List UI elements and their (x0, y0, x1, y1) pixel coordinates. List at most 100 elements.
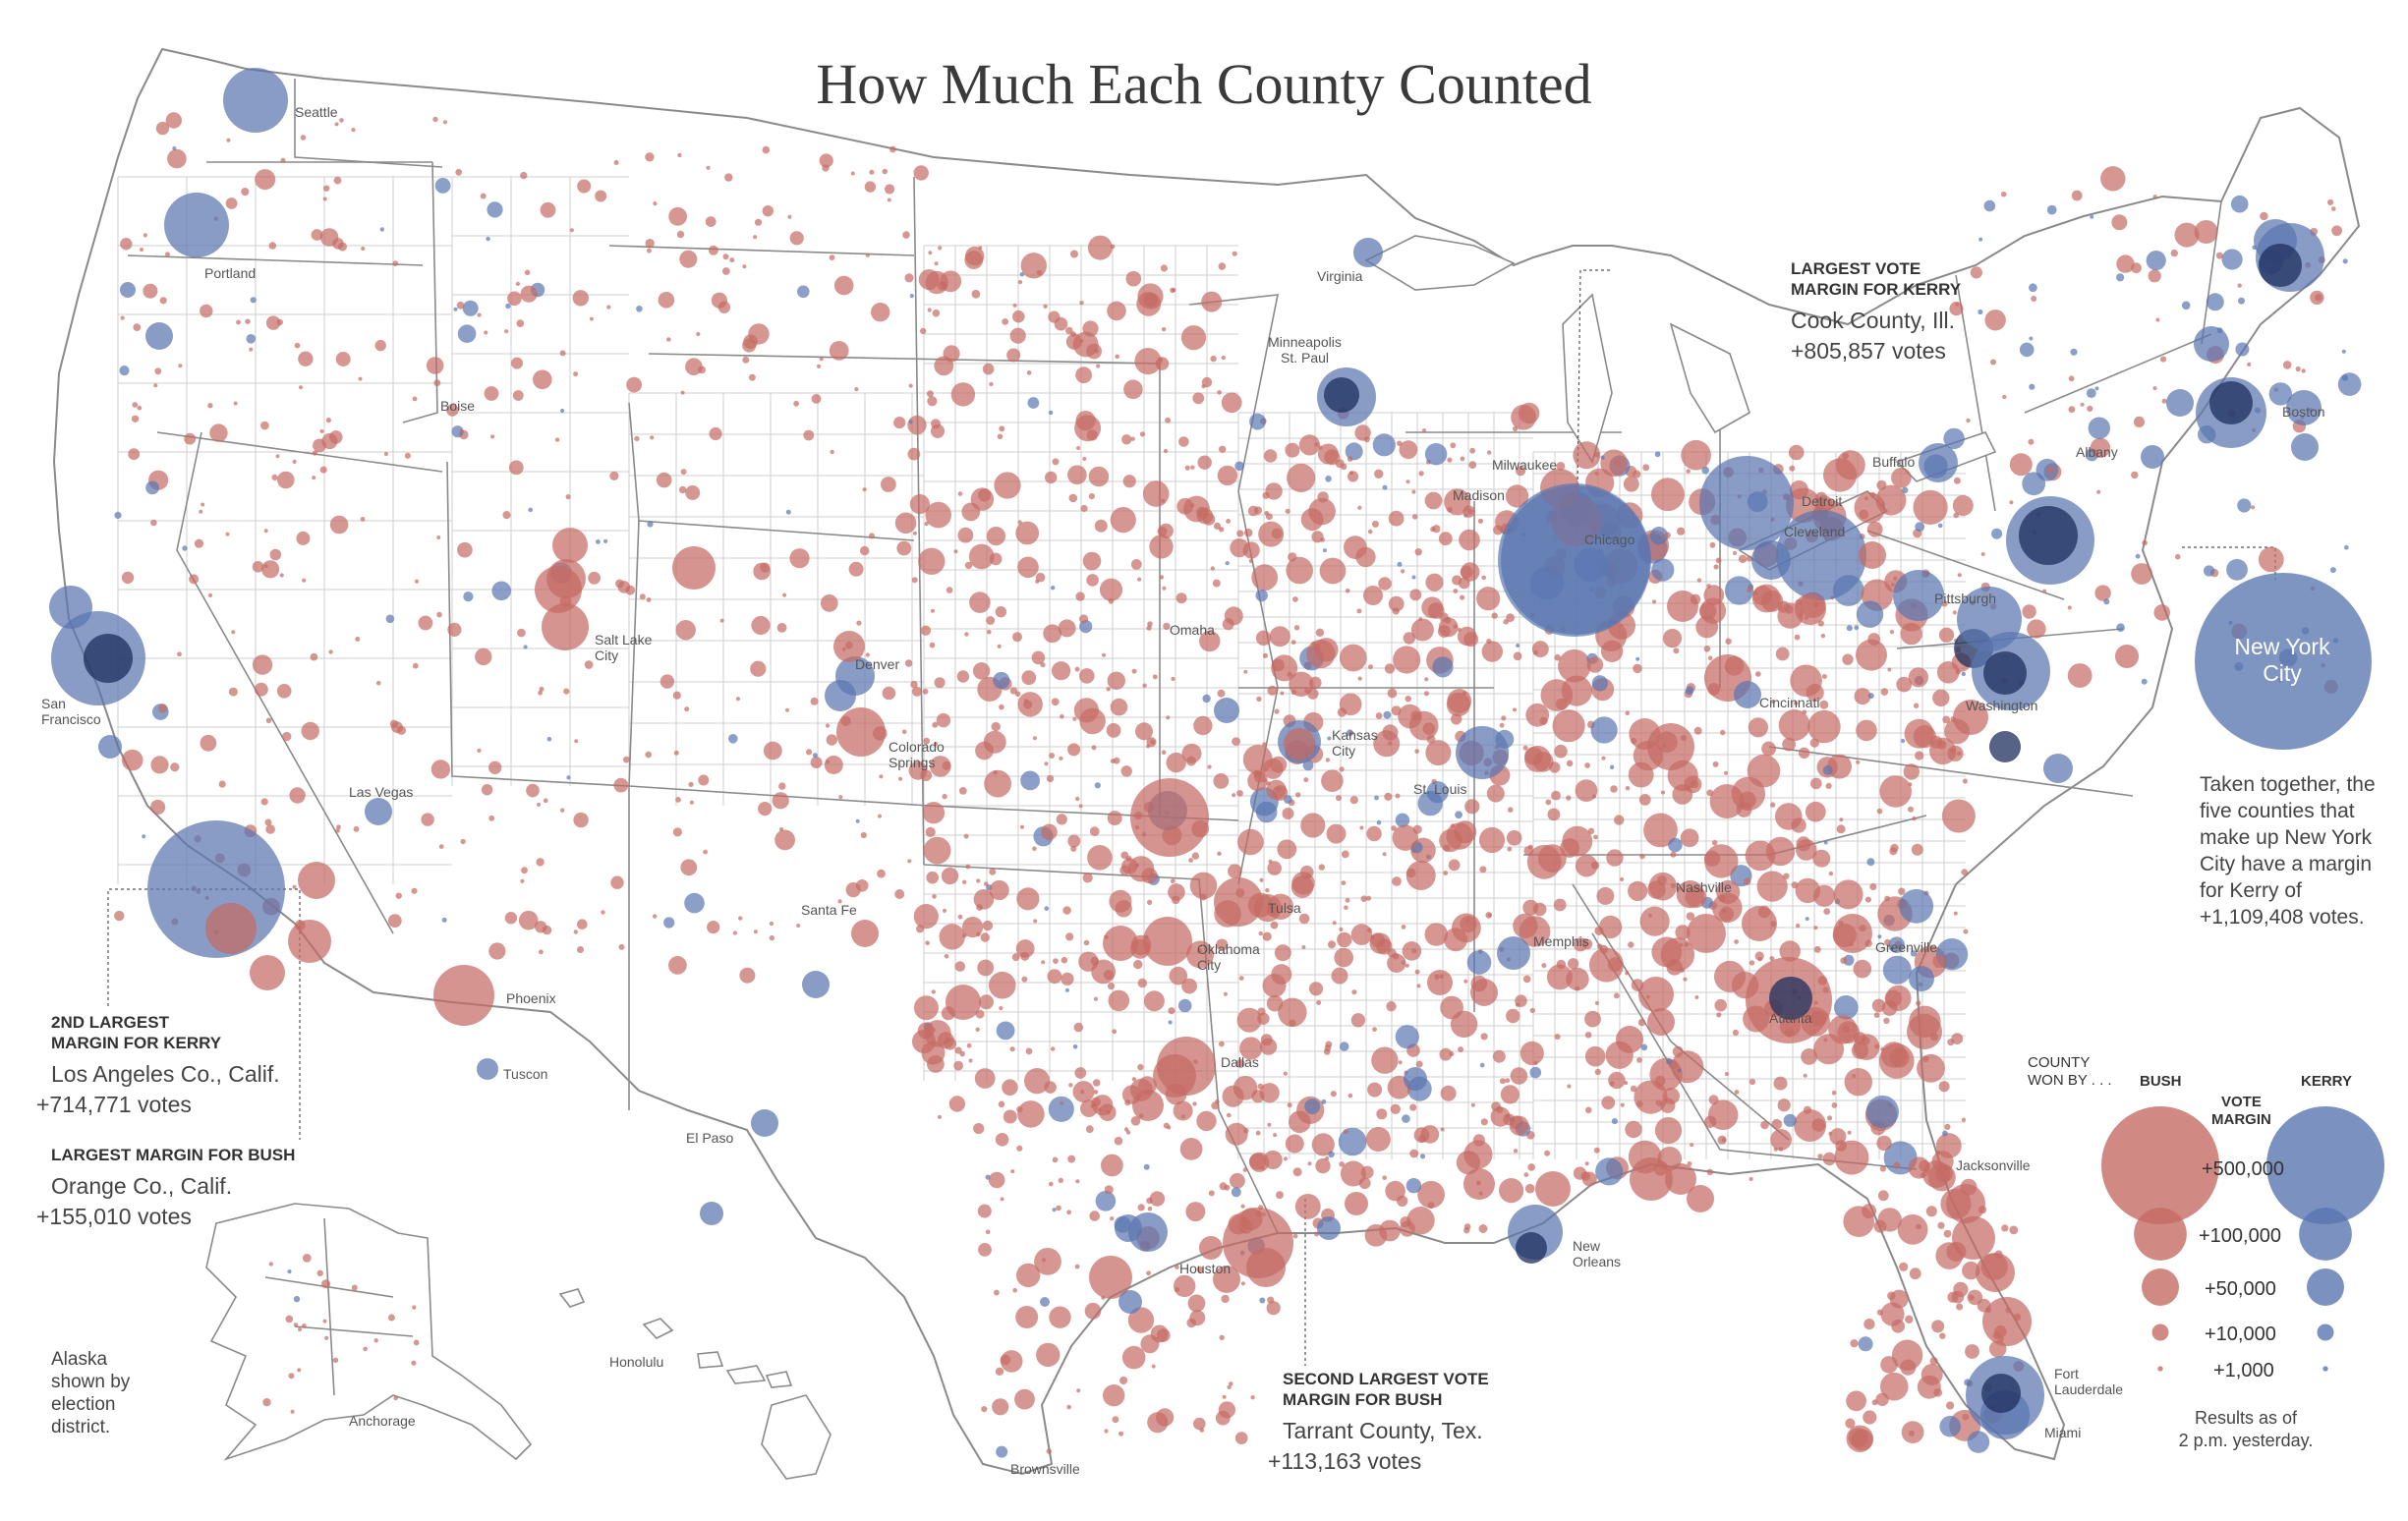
bush-county-bubble (1876, 1135, 1892, 1152)
bush-county-bubble (361, 246, 366, 252)
bush-county-bubble (511, 357, 523, 369)
bush-county-bubble (1384, 792, 1393, 802)
bush-county-bubble (1262, 491, 1270, 499)
bush-county-bubble (1118, 1431, 1123, 1436)
bush-county-bubble (1399, 440, 1418, 460)
bush-county-bubble (1962, 1261, 1980, 1280)
bush-county-bubble (1143, 293, 1158, 308)
kerry-county-bubble (1978, 237, 1983, 242)
bush-county-bubble (1694, 995, 1699, 999)
bush-county-bubble (1350, 1013, 1366, 1028)
bush-county-bubble (1693, 726, 1702, 735)
bush-county-bubble (1803, 1105, 1812, 1114)
bush-county-bubble (1507, 846, 1513, 852)
legend-bush-bubble (2134, 1208, 2187, 1261)
bush-county-bubble (1149, 1191, 1166, 1207)
bush-county-bubble (617, 581, 631, 593)
bush-county-bubble (978, 488, 992, 502)
bush-county-bubble (1575, 854, 1598, 877)
bush-county-bubble (950, 382, 976, 407)
bush-county-bubble (1056, 814, 1067, 825)
bush-county-bubble (938, 246, 943, 251)
bush-county-bubble (1409, 589, 1422, 601)
bush-county-bubble (1091, 745, 1097, 751)
bush-county-bubble (1015, 939, 1035, 958)
bush-county-bubble (717, 301, 731, 313)
bush-county-bubble (1411, 948, 1417, 954)
bush-county-bubble (358, 376, 363, 381)
bush-county-bubble (1601, 1096, 1616, 1110)
bush-county-bubble (323, 185, 330, 192)
bush-county-bubble (680, 390, 685, 395)
bush-county-bubble (1512, 425, 1519, 432)
bush-county-bubble (750, 660, 767, 677)
bush-county-bubble (1831, 1090, 1837, 1096)
bush-county-bubble (1006, 348, 1021, 363)
bush-county-bubble (1184, 465, 1190, 471)
bush-county-bubble (1459, 529, 1480, 551)
bush-county-bubble (1330, 1091, 1337, 1098)
bush-county-bubble (1351, 989, 1357, 995)
bush-county-bubble (1976, 1253, 2015, 1292)
bush-county-bubble (456, 301, 465, 310)
kerry-county-bubble (2029, 336, 2034, 341)
bush-county-bubble (277, 471, 295, 489)
bush-county-bubble (1506, 830, 1522, 846)
bush-county-bubble (1775, 647, 1790, 661)
bush-county-bubble (1856, 760, 1861, 764)
bush-county-bubble (1391, 825, 1397, 831)
bush-county-bubble (1614, 815, 1625, 825)
kerry-county-bubble (1666, 1058, 1673, 1065)
bush-county-bubble (1831, 1102, 1838, 1108)
kerry-county-bubble (1040, 1297, 1050, 1307)
bush-county-bubble (1243, 669, 1248, 674)
bush-county-bubble (1813, 884, 1836, 907)
bush-county-bubble (1003, 1109, 1017, 1124)
bush-county-bubble (601, 910, 605, 915)
bush-county-bubble (1439, 1047, 1453, 1061)
kerry-county-bubble (1382, 484, 1388, 490)
bush-county-bubble (1460, 916, 1477, 933)
bush-county-bubble (1499, 722, 1505, 728)
kerry-county-bubble (1865, 1095, 1900, 1129)
bush-county-bubble (1836, 824, 1846, 834)
bush-county-bubble (1963, 929, 1969, 934)
bush-county-bubble (882, 168, 889, 175)
bush-county-bubble (1932, 954, 1946, 969)
bush-county-bubble (1240, 1281, 1245, 1286)
bush-county-bubble (1011, 953, 1020, 962)
bush-county-bubble (1754, 671, 1761, 677)
annotation-votes: +714,771 votes (36, 1092, 192, 1117)
bush-county-bubble (1616, 1026, 1643, 1053)
kerry-county-bubble (2235, 342, 2250, 357)
bush-county-bubble (265, 824, 275, 834)
bush-county-bubble (1443, 871, 1449, 875)
kerry-county-bubble (1019, 272, 1025, 277)
bush-county-bubble (1790, 664, 1822, 698)
bush-county-bubble (1547, 808, 1561, 821)
bush-county-bubble (1440, 1085, 1457, 1101)
bush-county-bubble (1256, 696, 1262, 703)
bush-county-bubble (1405, 963, 1409, 968)
bush-county-bubble (1851, 1042, 1869, 1059)
bush-county-bubble (1103, 926, 1138, 961)
bush-county-bubble (1074, 1264, 1080, 1269)
bush-county-bubble (1060, 713, 1064, 719)
bush-county-bubble (958, 787, 967, 795)
bush-county-bubble (1460, 594, 1465, 600)
bush-county-bubble (1269, 626, 1290, 648)
bush-county-bubble (1115, 900, 1132, 918)
bush-county-bubble (512, 390, 524, 401)
bush-county-bubble (1266, 1301, 1281, 1316)
bush-county-bubble (1770, 802, 1776, 808)
kerry-county-bubble (802, 971, 830, 998)
bush-county-bubble (538, 690, 543, 696)
bush-county-bubble (1893, 1161, 1901, 1169)
bush-county-bubble (1957, 573, 1962, 578)
bush-county-bubble (1515, 994, 1527, 1007)
bush-county-bubble (889, 145, 896, 153)
bush-county-bubble (1469, 447, 1475, 454)
bush-county-bubble (1952, 610, 1957, 615)
kerry-county-bubble (1961, 671, 1967, 677)
bush-county-bubble (1089, 826, 1100, 837)
